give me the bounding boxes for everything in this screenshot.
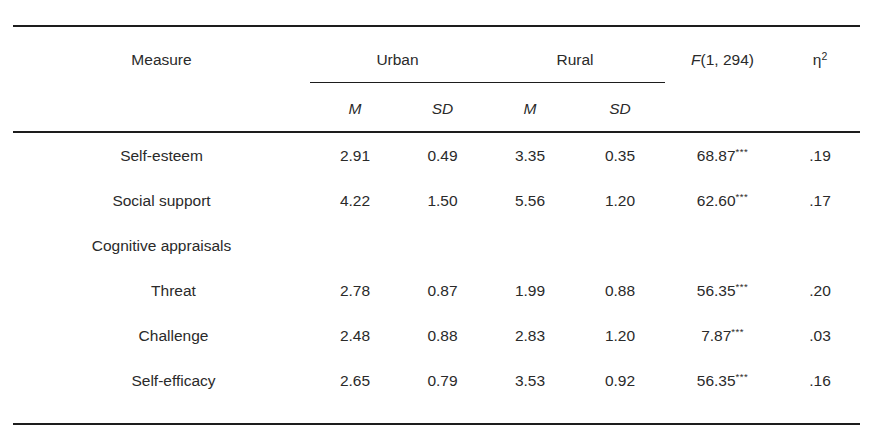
cell-eta-squared: .20	[780, 268, 860, 313]
f-symbol: F	[691, 51, 700, 68]
cell-empty	[665, 223, 780, 268]
cell-rural-sd: 0.88	[575, 268, 665, 313]
cell-rural-mean: 2.83	[485, 313, 575, 358]
row-label: Threat	[13, 268, 310, 313]
table-header: Measure Urban Rural F(1, 294) η2 M SD M …	[13, 26, 860, 132]
cell-eta-squared: .16	[780, 358, 860, 403]
cell-eta-squared: .17	[780, 178, 860, 223]
significance-asterisks: ***	[736, 371, 749, 382]
cell-eta-squared: .03	[780, 313, 860, 358]
cell-rural-sd: 0.35	[575, 132, 665, 178]
empty-header-cell	[13, 83, 310, 133]
column-header-eta-squared: η2	[780, 26, 860, 83]
table-row-section-cognitive-appraisals: Cognitive appraisals	[13, 223, 860, 268]
cell-urban-sd: 1.50	[400, 178, 485, 223]
column-header-rural-sd: SD	[575, 83, 665, 133]
cell-rural-mean: 3.35	[485, 132, 575, 178]
cell-empty	[400, 223, 485, 268]
significance-asterisks: ***	[731, 326, 744, 337]
row-label: Self-esteem	[13, 132, 310, 178]
header-row-substats: M SD M SD	[13, 83, 860, 133]
table-row-social-support: Social support 4.22 1.50 5.56 1.20 62.60…	[13, 178, 860, 223]
table-row-self-efficacy: Self-efficacy 2.65 0.79 3.53 0.92 56.35*…	[13, 358, 860, 403]
cell-f-value: 56.35***	[665, 268, 780, 313]
column-group-urban: Urban	[310, 26, 485, 83]
cell-urban-mean: 2.65	[310, 358, 400, 403]
cell-rural-sd: 1.20	[575, 313, 665, 358]
cell-f-value: 56.35***	[665, 358, 780, 403]
table-row-challenge: Challenge 2.48 0.88 2.83 1.20 7.87*** .0…	[13, 313, 860, 358]
row-label: Social support	[13, 178, 310, 223]
column-group-rural: Rural	[485, 26, 665, 83]
empty-header-cell	[780, 83, 860, 133]
column-header-urban-sd: SD	[400, 83, 485, 133]
cell-rural-sd: 0.92	[575, 358, 665, 403]
cell-urban-sd: 0.49	[400, 132, 485, 178]
empty-header-cell	[665, 83, 780, 133]
significance-asterisks: ***	[736, 191, 749, 202]
eta-exponent: 2	[821, 50, 827, 62]
f-degrees-of-freedom: (1, 294)	[701, 51, 754, 68]
cell-empty	[780, 223, 860, 268]
column-header-urban-mean: M	[310, 83, 400, 133]
table-row-threat: Threat 2.78 0.87 1.99 0.88 56.35*** .20	[13, 268, 860, 313]
column-header-rural-mean: M	[485, 83, 575, 133]
cell-urban-mean: 2.78	[310, 268, 400, 313]
spacer-cell	[13, 403, 860, 424]
cell-empty	[485, 223, 575, 268]
cell-rural-mean: 5.56	[485, 178, 575, 223]
row-label: Challenge	[13, 313, 310, 358]
cell-rural-sd: 1.20	[575, 178, 665, 223]
cell-urban-sd: 0.88	[400, 313, 485, 358]
cell-rural-mean: 3.53	[485, 358, 575, 403]
significance-asterisks: ***	[736, 146, 749, 157]
cell-empty	[575, 223, 665, 268]
bottom-spacer-row	[13, 403, 860, 424]
anova-results-table: Measure Urban Rural F(1, 294) η2 M SD M …	[13, 25, 860, 425]
cell-f-value: 7.87***	[665, 313, 780, 358]
row-label: Self-efficacy	[13, 358, 310, 403]
cell-eta-squared: .19	[780, 132, 860, 178]
table-body: Self-esteem 2.91 0.49 3.35 0.35 68.87***…	[13, 132, 860, 424]
cell-f-value: 68.87***	[665, 132, 780, 178]
section-row-label: Cognitive appraisals	[13, 223, 310, 268]
header-row-groups: Measure Urban Rural F(1, 294) η2	[13, 26, 860, 83]
column-header-measure: Measure	[13, 26, 310, 83]
significance-asterisks: ***	[736, 281, 749, 292]
table-row-self-esteem: Self-esteem 2.91 0.49 3.35 0.35 68.87***…	[13, 132, 860, 178]
cell-urban-sd: 0.87	[400, 268, 485, 313]
cell-urban-mean: 4.22	[310, 178, 400, 223]
cell-urban-sd: 0.79	[400, 358, 485, 403]
column-header-f-statistic: F(1, 294)	[665, 26, 780, 83]
cell-rural-mean: 1.99	[485, 268, 575, 313]
cell-f-value: 62.60***	[665, 178, 780, 223]
cell-urban-mean: 2.91	[310, 132, 400, 178]
cell-empty	[310, 223, 400, 268]
cell-urban-mean: 2.48	[310, 313, 400, 358]
